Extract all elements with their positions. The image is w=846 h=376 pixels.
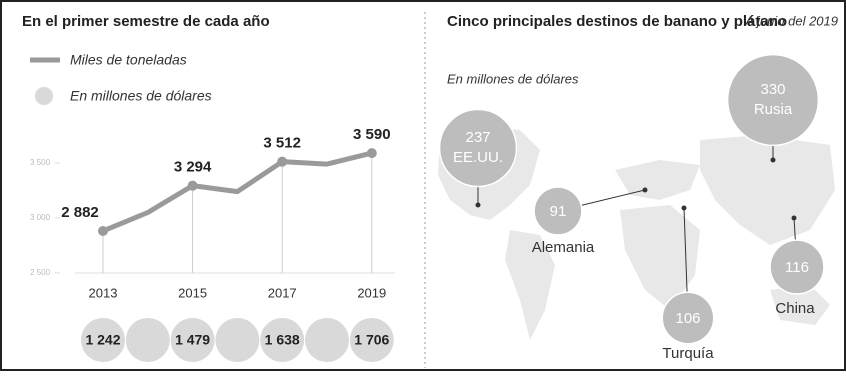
bubble-value: 91 [550, 203, 567, 220]
location-dot [770, 157, 776, 163]
bubble-value: 237 [465, 129, 490, 146]
country-label: China [775, 300, 815, 317]
x-tick-label: 2013 [89, 285, 118, 300]
location-dot [475, 202, 481, 208]
country-label: Alemania [532, 239, 595, 256]
point [366, 148, 377, 159]
point [187, 180, 198, 191]
value-label: 2 882 [61, 204, 99, 221]
bubble [533, 186, 583, 236]
location-dot [642, 187, 648, 193]
bubble-label: EE.UU. [453, 149, 503, 166]
value-label: 3 512 [263, 135, 301, 152]
bubble-label: Rusia [754, 101, 793, 118]
placeholder-circle [215, 318, 260, 362]
point [277, 156, 288, 167]
location-dot [681, 205, 687, 211]
placeholder-circle [305, 318, 349, 362]
point [98, 225, 108, 236]
bubble [438, 108, 518, 188]
location-dot [791, 215, 797, 221]
bubble-value: 330 [760, 81, 785, 98]
x-tick-label: 2017 [268, 285, 297, 300]
value-label: 1 479 [175, 332, 210, 348]
bubble [769, 239, 825, 295]
left-title: En el primer semestre de cada año [22, 13, 270, 30]
value-label: 1 638 [265, 332, 300, 348]
right-subtitle: A junio del 2019 [744, 13, 838, 28]
legend-label: En millones de dólares [70, 88, 212, 104]
right-title: Cinco principales destinos de banano y p… [447, 13, 787, 30]
right-note: En millones de dólares [447, 71, 579, 86]
bubble-value: 106 [675, 310, 700, 327]
value-circle [260, 318, 305, 362]
y-tick-label: 2 500 [30, 268, 51, 277]
x-tick-label: 2019 [357, 285, 386, 300]
legend-dot [35, 87, 53, 105]
value-label: 3 294 [174, 159, 212, 176]
bubble [726, 53, 820, 147]
value-circle [349, 318, 394, 362]
value-label: 1 242 [85, 332, 120, 348]
legend-label: Miles de toneladas [70, 52, 187, 68]
value-label: 3 590 [353, 126, 391, 143]
y-tick-label: 3 500 [30, 158, 51, 167]
bubble [661, 291, 715, 345]
value-label: 1 706 [354, 332, 389, 348]
y-tick-label: 3 000 [30, 213, 51, 222]
value-circle [81, 318, 125, 362]
value-circle [170, 318, 215, 362]
country-label: Turquía [662, 345, 714, 362]
bubble-value: 116 [785, 259, 809, 276]
x-tick-label: 2015 [178, 285, 207, 300]
line-series [102, 150, 373, 234]
placeholder-circle [125, 318, 170, 362]
